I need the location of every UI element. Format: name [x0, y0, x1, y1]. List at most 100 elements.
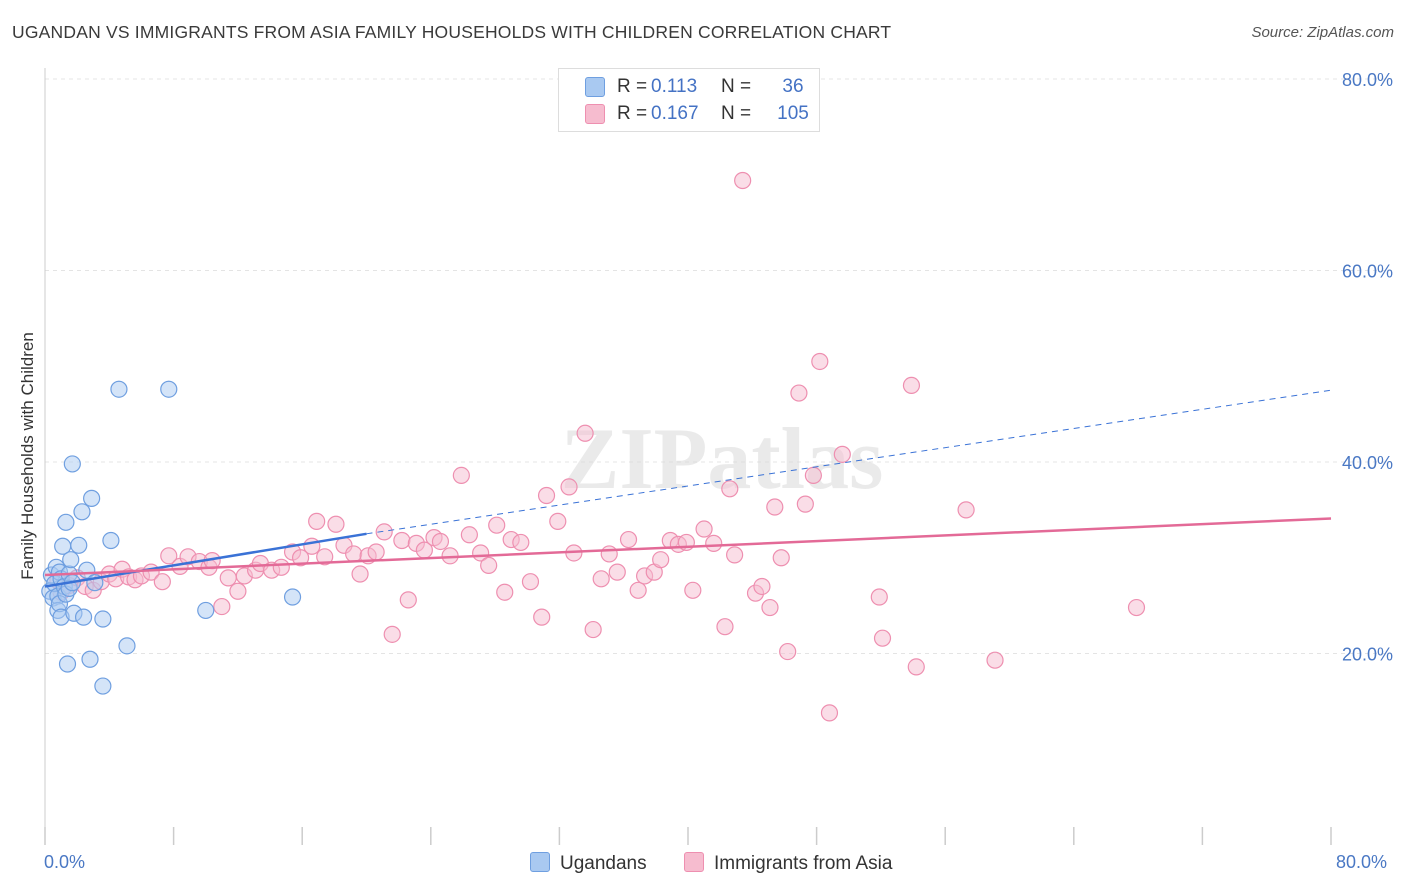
ugandan-point[interactable] [110, 380, 128, 398]
legend-swatch-ugandans [585, 77, 605, 97]
ugandan-point[interactable] [118, 637, 136, 655]
legend-n-label: N = [721, 103, 752, 124]
asia-immigrant-point[interactable] [753, 577, 771, 596]
asia-immigrant-point[interactable] [695, 520, 713, 538]
ugandan-point[interactable] [74, 608, 93, 626]
asia-immigrant-point[interactable] [383, 625, 401, 643]
asia-immigrant-point[interactable] [488, 516, 506, 534]
asia-immigrant-point[interactable] [316, 548, 334, 566]
legend-swatch-immigrants-from-asia [585, 104, 605, 124]
asia-immigrant-point[interactable] [229, 582, 247, 600]
asia-immigrant-point[interactable] [393, 531, 411, 550]
y-tick-label: 40.0% [1342, 453, 1393, 473]
asia-immigrant-point[interactable] [629, 581, 647, 599]
asia-immigrant-point[interactable] [460, 526, 478, 544]
legend-label-immigrants-from-asia: Immigrants from Asia [714, 853, 893, 874]
immigrants-trend-line [44, 517, 1332, 577]
asia-immigrant-point[interactable] [870, 588, 888, 606]
trend-lines [44, 389, 1332, 588]
asia-immigrant-point[interactable] [521, 573, 540, 591]
asia-immigrant-point[interactable] [705, 534, 723, 552]
legend-r-label: R = [617, 76, 648, 97]
asia-immigrant-point[interactable] [684, 581, 702, 599]
asia-immigrant-point[interactable] [560, 478, 578, 496]
x-tick-label-min: 0.0% [44, 852, 86, 872]
asia-immigrant-point[interactable] [576, 424, 594, 442]
asia-immigrant-point[interactable] [716, 618, 734, 636]
asia-immigrant-point[interactable] [902, 376, 921, 394]
asia-immigrant-point[interactable] [291, 549, 310, 567]
asia-immigrant-point[interactable] [496, 583, 514, 601]
asia-immigrant-point[interactable] [833, 445, 851, 463]
ugandan-point[interactable] [94, 610, 112, 628]
legend-n-label: N = [721, 76, 752, 97]
asia-immigrant-point[interactable] [772, 549, 790, 567]
asia-immigrant-point[interactable] [351, 565, 369, 583]
ugandan-point[interactable] [160, 380, 178, 398]
bottom-legend-ugandans[interactable]: Ugandans [530, 852, 647, 875]
ugandan-point[interactable] [102, 531, 120, 550]
asia-immigrant-point[interactable] [367, 543, 385, 561]
asia-immigrant-point[interactable] [592, 570, 610, 588]
asia-immigrant-point[interactable] [584, 620, 602, 639]
legend-n-value: 105 [777, 103, 809, 124]
ugandan-point[interactable] [94, 677, 112, 695]
ugandan-point[interactable] [197, 601, 215, 620]
asia-immigrant-point[interactable] [431, 532, 450, 551]
asia-immigrant-point[interactable] [480, 556, 498, 575]
ugandan-point[interactable] [58, 655, 77, 673]
ugandan-point[interactable] [63, 455, 81, 473]
stats-legend: R = 0.113 N = 36 R = 0.167 N = 105 [558, 68, 820, 132]
ugandan-point[interactable] [73, 503, 91, 521]
y-tick-label: 80.0% [1342, 70, 1393, 90]
gridlines [45, 78, 1392, 654]
ugandan-point[interactable] [81, 650, 99, 668]
legend-swatch-immigrants-from-asia [684, 852, 704, 872]
asia-immigrant-point[interactable] [452, 466, 470, 485]
asia-immigrant-point[interactable] [779, 642, 797, 661]
ugandans-trend-extension [366, 389, 1332, 535]
asia-immigrant-point[interactable] [811, 352, 829, 371]
asia-immigrant-point[interactable] [375, 523, 393, 541]
watermark: ZIPatlas [561, 411, 884, 508]
asia-immigrant-point[interactable] [766, 498, 784, 516]
asia-immigrant-point[interactable] [957, 501, 975, 519]
y-tick-label: 60.0% [1342, 262, 1393, 282]
bottom-legend-immigrants-from-asia[interactable]: Immigrants from Asia [684, 852, 892, 875]
ugandan-point[interactable] [83, 489, 101, 507]
asia-immigrant-point[interactable] [213, 597, 231, 616]
asia-immigrant-point[interactable] [873, 629, 892, 647]
asia-immigrant-point[interactable] [345, 545, 363, 563]
asia-immigrant-point[interactable] [399, 591, 417, 609]
asia-immigrant-point[interactable] [512, 533, 530, 552]
asia-immigrant-point[interactable] [153, 573, 171, 591]
ugandan-point[interactable] [57, 513, 75, 531]
ugandan-point[interactable] [70, 536, 88, 554]
ugandan-point[interactable] [283, 588, 302, 606]
asia-immigrant-point[interactable] [907, 658, 925, 676]
asia-immigrant-point[interactable] [726, 546, 744, 564]
asia-immigrant-point[interactable] [734, 171, 752, 190]
asia-immigrant-point[interactable] [652, 551, 670, 569]
asia-immigrant-point[interactable] [272, 558, 290, 576]
asia-immigrant-point[interactable] [1127, 598, 1146, 617]
asia-immigrant-point[interactable] [804, 466, 822, 485]
asia-immigrant-point[interactable] [796, 495, 814, 513]
asia-immigrant-point[interactable] [790, 384, 808, 402]
asia-immigrant-point[interactable] [600, 545, 618, 563]
asia-immigrant-point[interactable] [986, 651, 1004, 669]
asia-immigrant-point[interactable] [160, 547, 178, 565]
asia-immigrant-point[interactable] [219, 569, 237, 587]
asia-immigrant-point[interactable] [308, 512, 326, 530]
asia-immigrant-point[interactable] [761, 598, 779, 617]
asia-immigrant-point[interactable] [820, 704, 839, 722]
asia-immigrant-point[interactable] [608, 563, 626, 581]
asia-immigrant-point[interactable] [619, 530, 638, 549]
asia-immigrant-point[interactable] [549, 512, 567, 530]
asia-immigrant-point[interactable] [537, 486, 556, 505]
asia-immigrant-point[interactable] [327, 515, 345, 533]
ugandan-point[interactable] [62, 551, 80, 569]
asia-immigrant-point[interactable] [721, 480, 739, 498]
asia-immigrant-point[interactable] [533, 608, 551, 626]
legend-swatch-ugandans [530, 852, 550, 872]
